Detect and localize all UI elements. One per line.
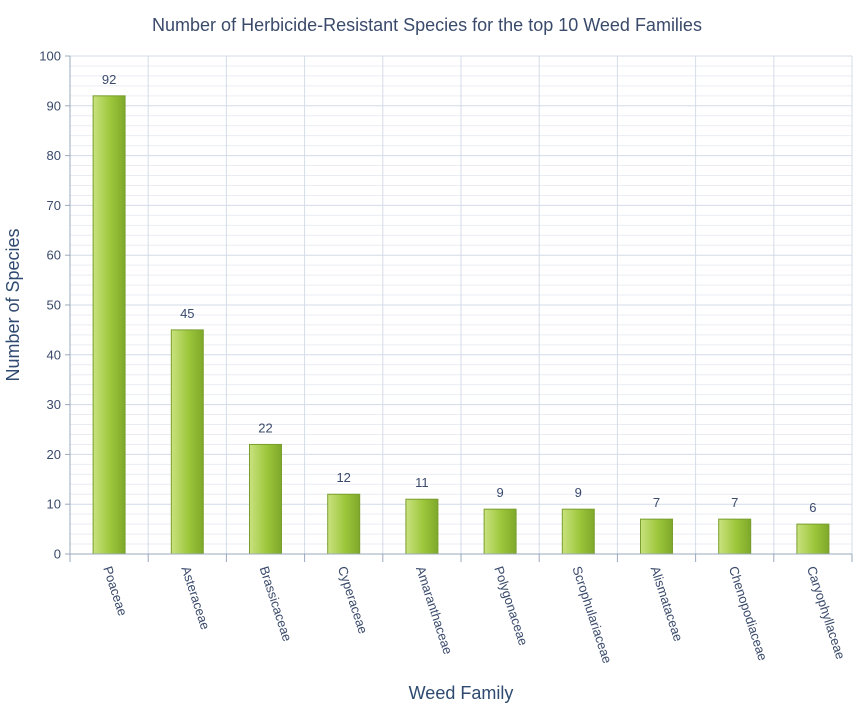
data-label: 45	[180, 306, 194, 321]
data-label: 11	[415, 475, 429, 490]
x-tick-label: Scrophulariaceae	[569, 564, 615, 665]
bar-asteraceae	[170, 329, 204, 555]
x-axis-title: Weed Family	[409, 683, 514, 703]
chart-title: Number of Herbicide-Resistant Species fo…	[152, 15, 702, 35]
data-label: 12	[336, 470, 350, 485]
y-tick-label: 10	[47, 497, 61, 512]
x-axis-labels: Poaceae Asteraceae Brassicaceae Cyperaceae A…	[100, 564, 848, 665]
y-tick-label: 70	[47, 198, 61, 213]
bar-scrophulariaceae	[561, 508, 595, 555]
y-tick-label: 0	[54, 547, 61, 562]
y-tick-label: 40	[47, 347, 61, 362]
x-tick-label: Brassicaceae	[257, 564, 295, 643]
data-label: 22	[258, 420, 272, 435]
bar-chenopodiaceae	[718, 518, 752, 555]
x-tick-label: Caryophyllaceae	[804, 564, 848, 661]
x-tick-label: Poaceae	[100, 564, 130, 617]
data-label: 9	[575, 485, 582, 500]
bar-poaceae	[92, 95, 126, 555]
data-label: 7	[653, 495, 660, 510]
data-label: 6	[809, 500, 816, 515]
data-label: 9	[496, 485, 503, 500]
data-label: 7	[731, 495, 738, 510]
bars: 92 45 22 12 11 9 9 7 7 6	[92, 72, 830, 555]
y-tick-label: 30	[47, 397, 61, 412]
bar-brassicaceae	[249, 443, 282, 555]
y-tick-label: 20	[47, 447, 61, 462]
y-tick-label: 100	[39, 49, 61, 64]
x-tick-label: Alismataceae	[648, 564, 686, 643]
bar-amaranthaceae	[405, 498, 439, 555]
x-tick-label: Amaranthaceae	[413, 564, 456, 656]
y-axis-ticks: 0 10 20 30 40 50 60 70 80 90 100	[39, 49, 70, 562]
y-tick-label: 50	[47, 298, 61, 313]
x-tick-label: Asteraceae	[178, 564, 213, 631]
x-tick-label: Polygonaceae	[491, 564, 531, 647]
x-tick-label: Chenopodiaceae	[726, 564, 771, 662]
data-label: 92	[102, 72, 116, 87]
y-axis-title: Number of Species	[3, 228, 23, 381]
y-tick-label: 60	[47, 248, 61, 263]
bar-polygonaceae	[483, 508, 517, 555]
bar-caryophyllaceae	[796, 523, 830, 555]
y-tick-label: 90	[47, 98, 61, 113]
y-tick-label: 80	[47, 148, 61, 163]
bar-cyperaceae	[327, 493, 361, 555]
x-tick-label: Cyperaceae	[335, 564, 371, 635]
bar-alismataceae	[640, 518, 673, 555]
